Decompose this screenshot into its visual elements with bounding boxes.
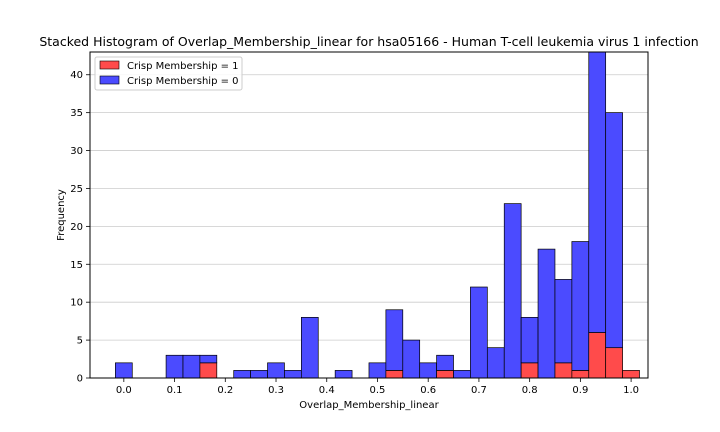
x-tick-label: 0.9 xyxy=(572,385,588,396)
grid-lines xyxy=(90,74,648,379)
legend-box xyxy=(94,56,243,91)
bar-crisp-0 xyxy=(503,203,522,379)
bar-crisp-0 xyxy=(588,51,607,333)
x-tick-label: 0.3 xyxy=(268,385,284,396)
bar-crisp-0 xyxy=(436,354,454,371)
bars xyxy=(115,51,640,379)
y-tick-label: 20 xyxy=(70,222,83,233)
bar-crisp-1 xyxy=(622,370,640,379)
x-tick-label: 0.4 xyxy=(319,385,335,396)
x-tick-label: 0.0 xyxy=(116,385,132,396)
bar-crisp-0 xyxy=(368,362,387,379)
bar-crisp-1 xyxy=(520,362,539,379)
bar-crisp-0 xyxy=(385,309,404,371)
y-tick-label: 35 xyxy=(70,108,83,119)
x-tick-label: 0.8 xyxy=(522,385,538,396)
bar-crisp-0 xyxy=(419,362,437,379)
bar-crisp-0 xyxy=(486,347,505,379)
y-axis-ticks: 0 5 10 15 20 25 30 35 40 xyxy=(70,70,90,385)
bar-crisp-0 xyxy=(300,316,319,379)
bar-crisp-0 xyxy=(554,279,573,364)
bar-crisp-0 xyxy=(284,370,302,379)
x-tick-label: 1.0 xyxy=(623,385,639,396)
legend-label-crisp-0: Crisp Membership = 0 xyxy=(127,76,239,87)
x-tick-label: 0.7 xyxy=(471,385,487,396)
x-tick-label: 0.1 xyxy=(167,385,183,396)
y-tick-label: 40 xyxy=(70,70,83,81)
bar-crisp-1 xyxy=(436,370,454,379)
y-tick-label: 0 xyxy=(77,374,83,385)
x-axis-ticks: 0.0 0.1 0.2 0.3 0.4 0.5 0.6 0.7 0.8 0.9 1.0 xyxy=(116,378,639,396)
plot-frame xyxy=(89,51,649,379)
x-axis-label: Overlap_Membership_linear xyxy=(299,400,439,411)
bar-crisp-1 xyxy=(571,370,590,379)
legend-swatch-crisp-0 xyxy=(99,75,120,85)
y-tick-label: 5 xyxy=(77,336,83,347)
bar-crisp-0 xyxy=(470,286,488,379)
legend-swatch-crisp-1 xyxy=(99,60,120,70)
x-tick-label: 0.2 xyxy=(217,385,233,396)
bar-crisp-0 xyxy=(402,339,421,379)
legend: Crisp Membership = 1 Crisp Membership = … xyxy=(94,56,243,91)
x-tick-label: 0.6 xyxy=(420,385,436,396)
bar-crisp-1 xyxy=(588,332,607,379)
bar-crisp-0 xyxy=(199,354,218,364)
y-axis-label: Frequency xyxy=(56,189,67,241)
x-tick-label: 0.5 xyxy=(370,385,386,396)
legend-label-crisp-1: Crisp Membership = 1 xyxy=(127,61,239,72)
y-tick-label: 10 xyxy=(70,298,83,309)
bar-crisp-0 xyxy=(520,316,539,364)
bar-crisp-0 xyxy=(233,370,251,379)
bar-crisp-0 xyxy=(267,362,285,379)
bar-crisp-0 xyxy=(453,370,471,379)
bar-crisp-1 xyxy=(199,362,218,379)
bar-crisp-1 xyxy=(554,362,573,379)
bar-crisp-0 xyxy=(571,241,590,371)
bar-crisp-0 xyxy=(115,362,133,379)
bar-crisp-0 xyxy=(537,248,556,379)
bar-crisp-0 xyxy=(605,112,623,349)
y-tick-label: 15 xyxy=(70,260,83,271)
y-tick-label: 25 xyxy=(70,184,83,195)
bar-crisp-0 xyxy=(334,370,353,379)
y-tick-label: 30 xyxy=(70,146,83,157)
chart-title: Stacked Histogram of Overlap_Membership_… xyxy=(39,34,698,49)
bar-crisp-1 xyxy=(605,347,623,379)
bar-crisp-0 xyxy=(165,354,184,379)
bar-crisp-0 xyxy=(182,354,201,379)
bar-crisp-0 xyxy=(250,370,268,379)
bar-crisp-1 xyxy=(385,370,404,379)
